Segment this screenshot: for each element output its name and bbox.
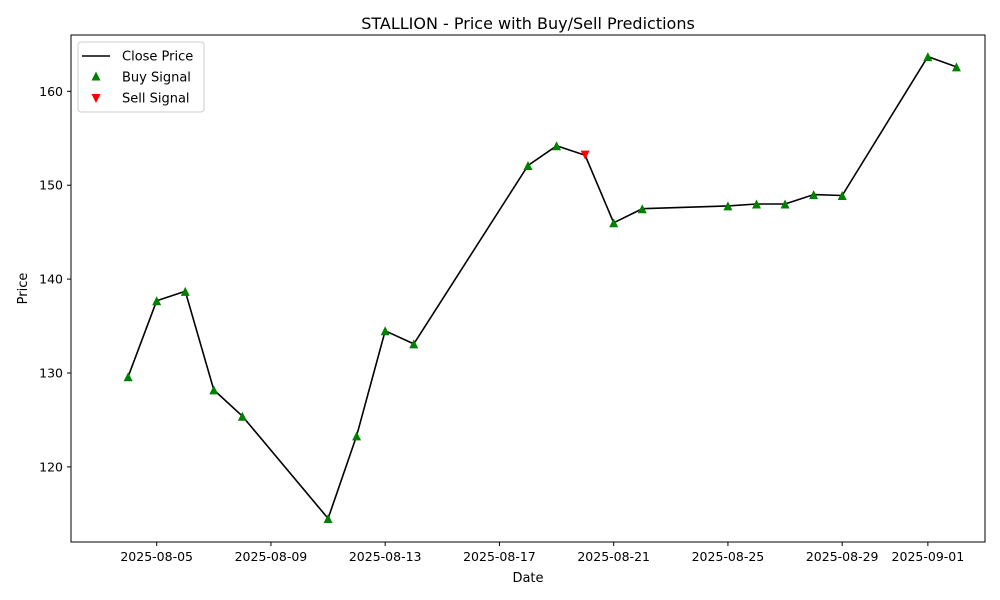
buy-signal-marker [123,372,133,382]
y-tick-label: 160 [39,84,63,99]
buy-signal-marker [352,431,362,441]
x-tick-label: 2025-08-21 [577,549,650,564]
y-tick-label: 130 [39,366,63,381]
buy-signal-marker [523,161,533,171]
x-tick-label: 2025-08-09 [235,549,308,564]
buy-signal-marker [180,286,190,296]
legend-box [77,41,205,113]
legend: Close Price Buy Signal Sell Signal [77,41,205,113]
x-tick-label: 2025-08-13 [349,549,422,564]
y-tick-label: 150 [39,178,63,193]
y-axis: 120 130 140 150 160 [39,84,71,474]
y-tick-label: 140 [39,272,63,287]
buy-signal-marker [380,326,390,336]
buy-signal-marker [323,514,333,524]
x-tick-label: 2025-08-17 [463,549,536,564]
x-tick-label: 2025-08-29 [806,549,879,564]
sell-signal-marker [580,150,590,160]
buy-signal-marker [409,339,419,349]
buy-signal-marker [237,411,247,421]
buy-signal-marker [152,296,162,306]
legend-buy-signal-label: Buy Signal [122,71,191,86]
legend-buy-signal-swatch [91,71,101,81]
x-tick-label: 2025-08-25 [692,549,765,564]
x-tick-label: 2025-09-01 [892,549,965,564]
x-axis: 2025-08-05 2025-08-09 2025-08-13 2025-08-17… [120,542,964,564]
buy-signal-marker [609,218,619,228]
legend-sell-signal-label: Sell Signal [122,92,190,107]
buy-signal-marker [837,191,847,201]
plot-area-frame [70,34,986,543]
buy-signal-marker [637,204,647,214]
chart-title: STALLION - Price with Buy/Sell Predictio… [361,14,695,33]
buy-signal-marker [951,62,961,72]
buy-signal-marker [809,190,819,200]
buy-signal-marker [209,385,219,395]
x-axis-label: Date [512,571,543,586]
buy-signal-marker [923,52,933,62]
y-tick-label: 120 [39,459,63,474]
legend-close-price-label: Close Price [122,50,193,65]
plot-markers [123,52,961,524]
x-tick-label: 2025-08-05 [120,549,193,564]
buy-signal-marker [723,201,733,211]
buy-signal-marker [752,199,761,209]
legend-sell-signal-swatch [91,94,101,103]
y-axis-label: Price [16,273,31,305]
buy-signal-marker [780,199,790,209]
buy-signal-marker [552,141,562,151]
